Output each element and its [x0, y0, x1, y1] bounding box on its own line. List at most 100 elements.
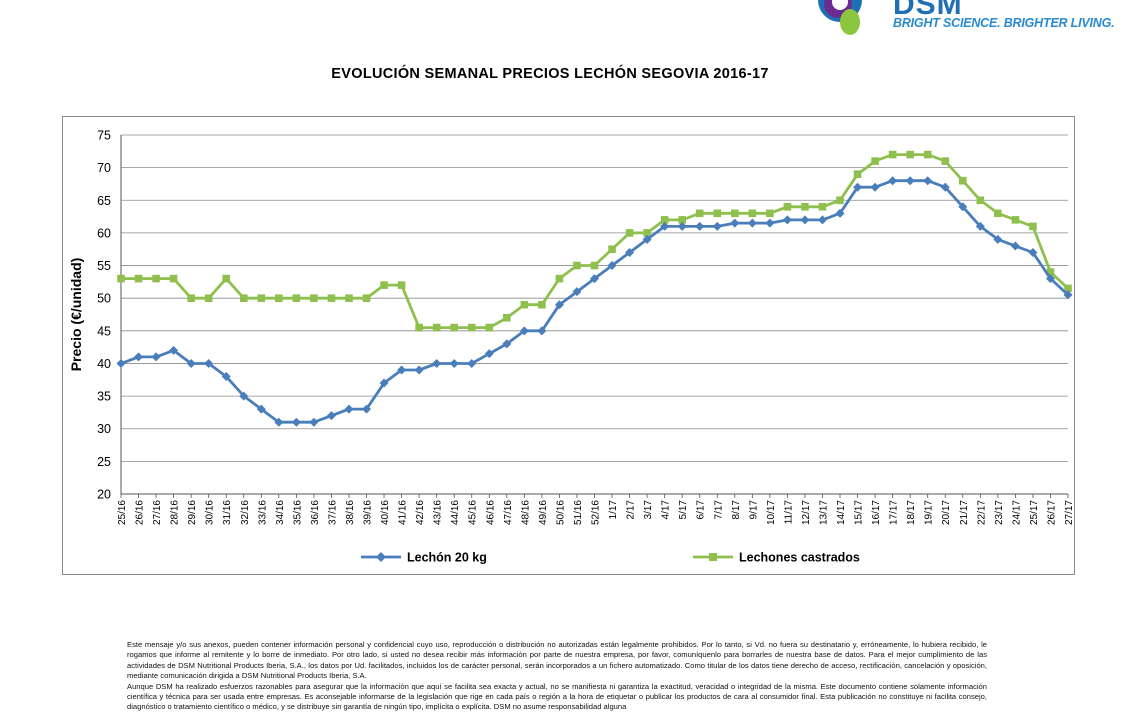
y-tick-label: 20: [97, 488, 111, 502]
x-tick-label: 34/16: [275, 500, 286, 525]
data-point: [783, 203, 792, 211]
data-point: [940, 182, 950, 192]
data-point: [362, 294, 371, 302]
disclaimer-paragraph-1: Este mensaje y/o sus anexos, pueden cont…: [127, 640, 987, 681]
data-point: [309, 417, 319, 427]
data-point: [713, 209, 722, 218]
data-point: [590, 261, 599, 270]
data-point: [660, 216, 669, 224]
data-point: [976, 196, 985, 205]
x-tick-label: 37/16: [327, 500, 338, 525]
data-point: [888, 150, 897, 159]
x-tick-label: 7/17: [713, 500, 724, 520]
data-point: [519, 326, 529, 336]
y-tick-label: 55: [97, 259, 111, 273]
data-point: [906, 150, 914, 159]
legend-label: Lechón 20 kg: [407, 551, 487, 565]
data-point: [116, 358, 126, 368]
data-point: [502, 339, 512, 349]
data-point: [467, 358, 477, 368]
x-tick-label: 19/17: [924, 500, 935, 525]
x-tick-label: 45/16: [468, 500, 479, 525]
x-tick-label: 11/17: [783, 500, 794, 525]
data-point: [836, 196, 844, 205]
data-point: [590, 274, 599, 284]
x-tick-label: 43/16: [433, 500, 444, 525]
x-tick-label: 50/16: [555, 500, 566, 525]
data-point: [239, 391, 249, 401]
logo-wordmark: DSM: [893, 0, 963, 21]
data-point: [1011, 216, 1020, 224]
data-point: [537, 326, 547, 336]
x-tick-label: 46/16: [485, 500, 496, 525]
data-point: [817, 215, 827, 225]
x-tick-label: 16/17: [871, 500, 882, 525]
x-tick-label: 30/16: [205, 500, 216, 525]
data-point: [152, 274, 160, 283]
data-point: [432, 358, 442, 368]
x-tick-label: 35/16: [292, 500, 303, 525]
x-tick-label: 26/16: [135, 500, 146, 525]
data-point: [818, 203, 827, 211]
data-point: [484, 349, 494, 359]
y-axis-label: Precio (€/unidad): [68, 258, 84, 372]
x-tick-label: 23/17: [994, 500, 1005, 525]
data-point: [520, 300, 529, 309]
data-point: [625, 247, 635, 257]
data-point: [292, 294, 301, 302]
legend-marker: [376, 552, 386, 562]
data-point: [643, 229, 651, 237]
data-point: [660, 221, 670, 231]
data-point: [169, 274, 178, 283]
x-tick-label: 27/16: [152, 500, 163, 525]
y-tick-label: 45: [97, 324, 111, 338]
x-tick-label: 6/17: [696, 500, 707, 520]
y-tick-label: 25: [97, 455, 111, 469]
data-point: [607, 261, 617, 271]
x-tick-label: 26/17: [1046, 500, 1057, 525]
x-tick-label: 42/16: [415, 500, 426, 525]
x-tick-label: 28/16: [170, 500, 181, 525]
dsm-logo-mark-icon: [818, 0, 862, 35]
data-point: [467, 323, 476, 332]
data-point: [415, 323, 423, 332]
legal-disclaimer: Este mensaje y/o sus anexos, pueden cont…: [127, 640, 987, 713]
data-point: [573, 261, 581, 270]
data-point: [397, 365, 407, 375]
x-tick-label: 20/17: [941, 500, 952, 525]
y-tick-label: 30: [97, 422, 111, 436]
data-point: [275, 294, 283, 302]
x-tick-label: 51/16: [573, 500, 584, 525]
data-point: [941, 157, 950, 165]
data-point: [204, 358, 214, 368]
x-tick-label: 22/17: [976, 500, 987, 525]
data-point: [204, 294, 213, 302]
data-point: [730, 218, 740, 228]
data-point: [538, 300, 546, 309]
chart-frame: 20 25 30 35 40 45 50 55 60 65 70 75 25/16 26/16 27/16 2…: [62, 116, 1075, 575]
data-point: [450, 323, 459, 332]
x-tick-label: 41/16: [398, 500, 409, 525]
data-point: [678, 216, 686, 224]
x-tick-label: 14/17: [836, 500, 847, 525]
data-point: [1046, 268, 1055, 276]
data-point: [274, 417, 284, 427]
data-point: [801, 203, 809, 211]
data-point: [905, 176, 915, 186]
data-point: [134, 352, 144, 362]
x-tick-label: 21/17: [959, 500, 970, 525]
data-point: [958, 176, 967, 185]
data-point: [187, 294, 195, 302]
dsm-logo: [800, 0, 1090, 40]
data-point: [169, 345, 179, 355]
x-tick-label: 25/16: [117, 500, 128, 525]
legend-marker: [709, 553, 717, 561]
x-tick-label: 10/17: [766, 500, 777, 525]
x-tick-label: 2/17: [626, 500, 637, 520]
data-point: [695, 221, 705, 231]
x-tick-label: 8/17: [731, 500, 742, 520]
data-point: [871, 157, 879, 165]
y-tick-label: 70: [97, 161, 111, 175]
x-tick-label: 27/17: [1064, 500, 1074, 525]
data-point: [1063, 290, 1073, 300]
